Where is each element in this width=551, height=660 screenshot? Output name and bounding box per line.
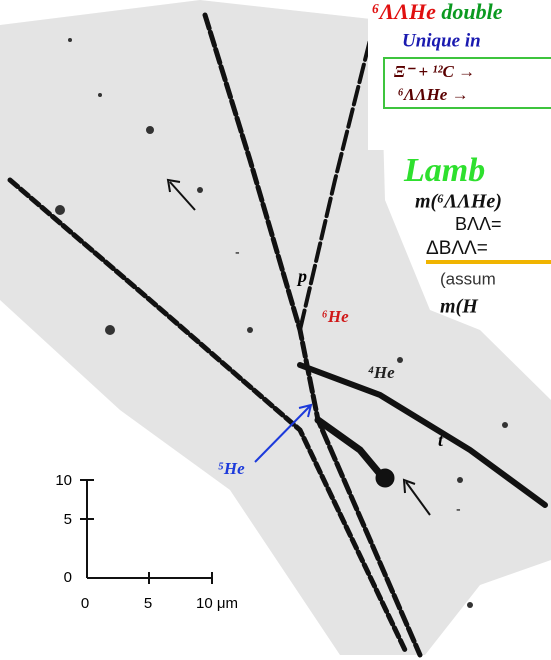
scale-label: 10 μm <box>196 595 238 612</box>
charge-label: - <box>456 501 461 517</box>
heading: Lamb <box>403 152 485 189</box>
scale-label: 5 <box>64 511 72 528</box>
reaction: ⁶ΛΛHe → <box>398 85 469 104</box>
binding: BΛΛ= <box>455 214 502 234</box>
shape <box>98 93 102 97</box>
shape <box>197 187 203 193</box>
track-label: ⁶He <box>322 307 349 326</box>
scale-label: 5 <box>144 595 152 612</box>
delta-binding: ΔBΛΛ= <box>426 238 488 259</box>
shape <box>55 205 65 215</box>
assumption: (assum <box>440 269 496 288</box>
reaction: Ξ⁻ + ¹²C → <box>394 62 475 81</box>
shape <box>105 325 115 335</box>
mass: m(⁶ΛΛHe) <box>415 191 502 213</box>
shape <box>68 38 72 42</box>
title: ⁶ΛΛHe double <box>372 0 503 24</box>
shape <box>146 126 154 134</box>
scale-label: 0 <box>64 569 72 586</box>
track-label: ⁴He <box>368 363 395 382</box>
subtitle: Unique in <box>402 30 481 51</box>
text-part: double <box>436 0 503 24</box>
track-label: ⁵He <box>218 459 245 478</box>
shape <box>502 422 508 428</box>
h-mass: m(H <box>440 296 479 318</box>
underline <box>426 260 551 264</box>
shape <box>467 602 473 608</box>
vertex <box>376 469 394 487</box>
scale-label: 10 <box>55 472 72 489</box>
track-label: p <box>296 266 307 286</box>
charge-label: - <box>235 244 240 260</box>
scale-label: 0 <box>81 595 89 612</box>
scale-bar <box>80 480 212 584</box>
text-part: ⁶ΛΛHe <box>372 0 436 24</box>
shape <box>457 477 463 483</box>
shape <box>247 327 253 333</box>
shape <box>397 357 403 363</box>
figure: p ⁶He ⁴He ⁵He t - - 10 5 0 0 5 10 μm ⁶ΛΛ… <box>0 0 551 660</box>
